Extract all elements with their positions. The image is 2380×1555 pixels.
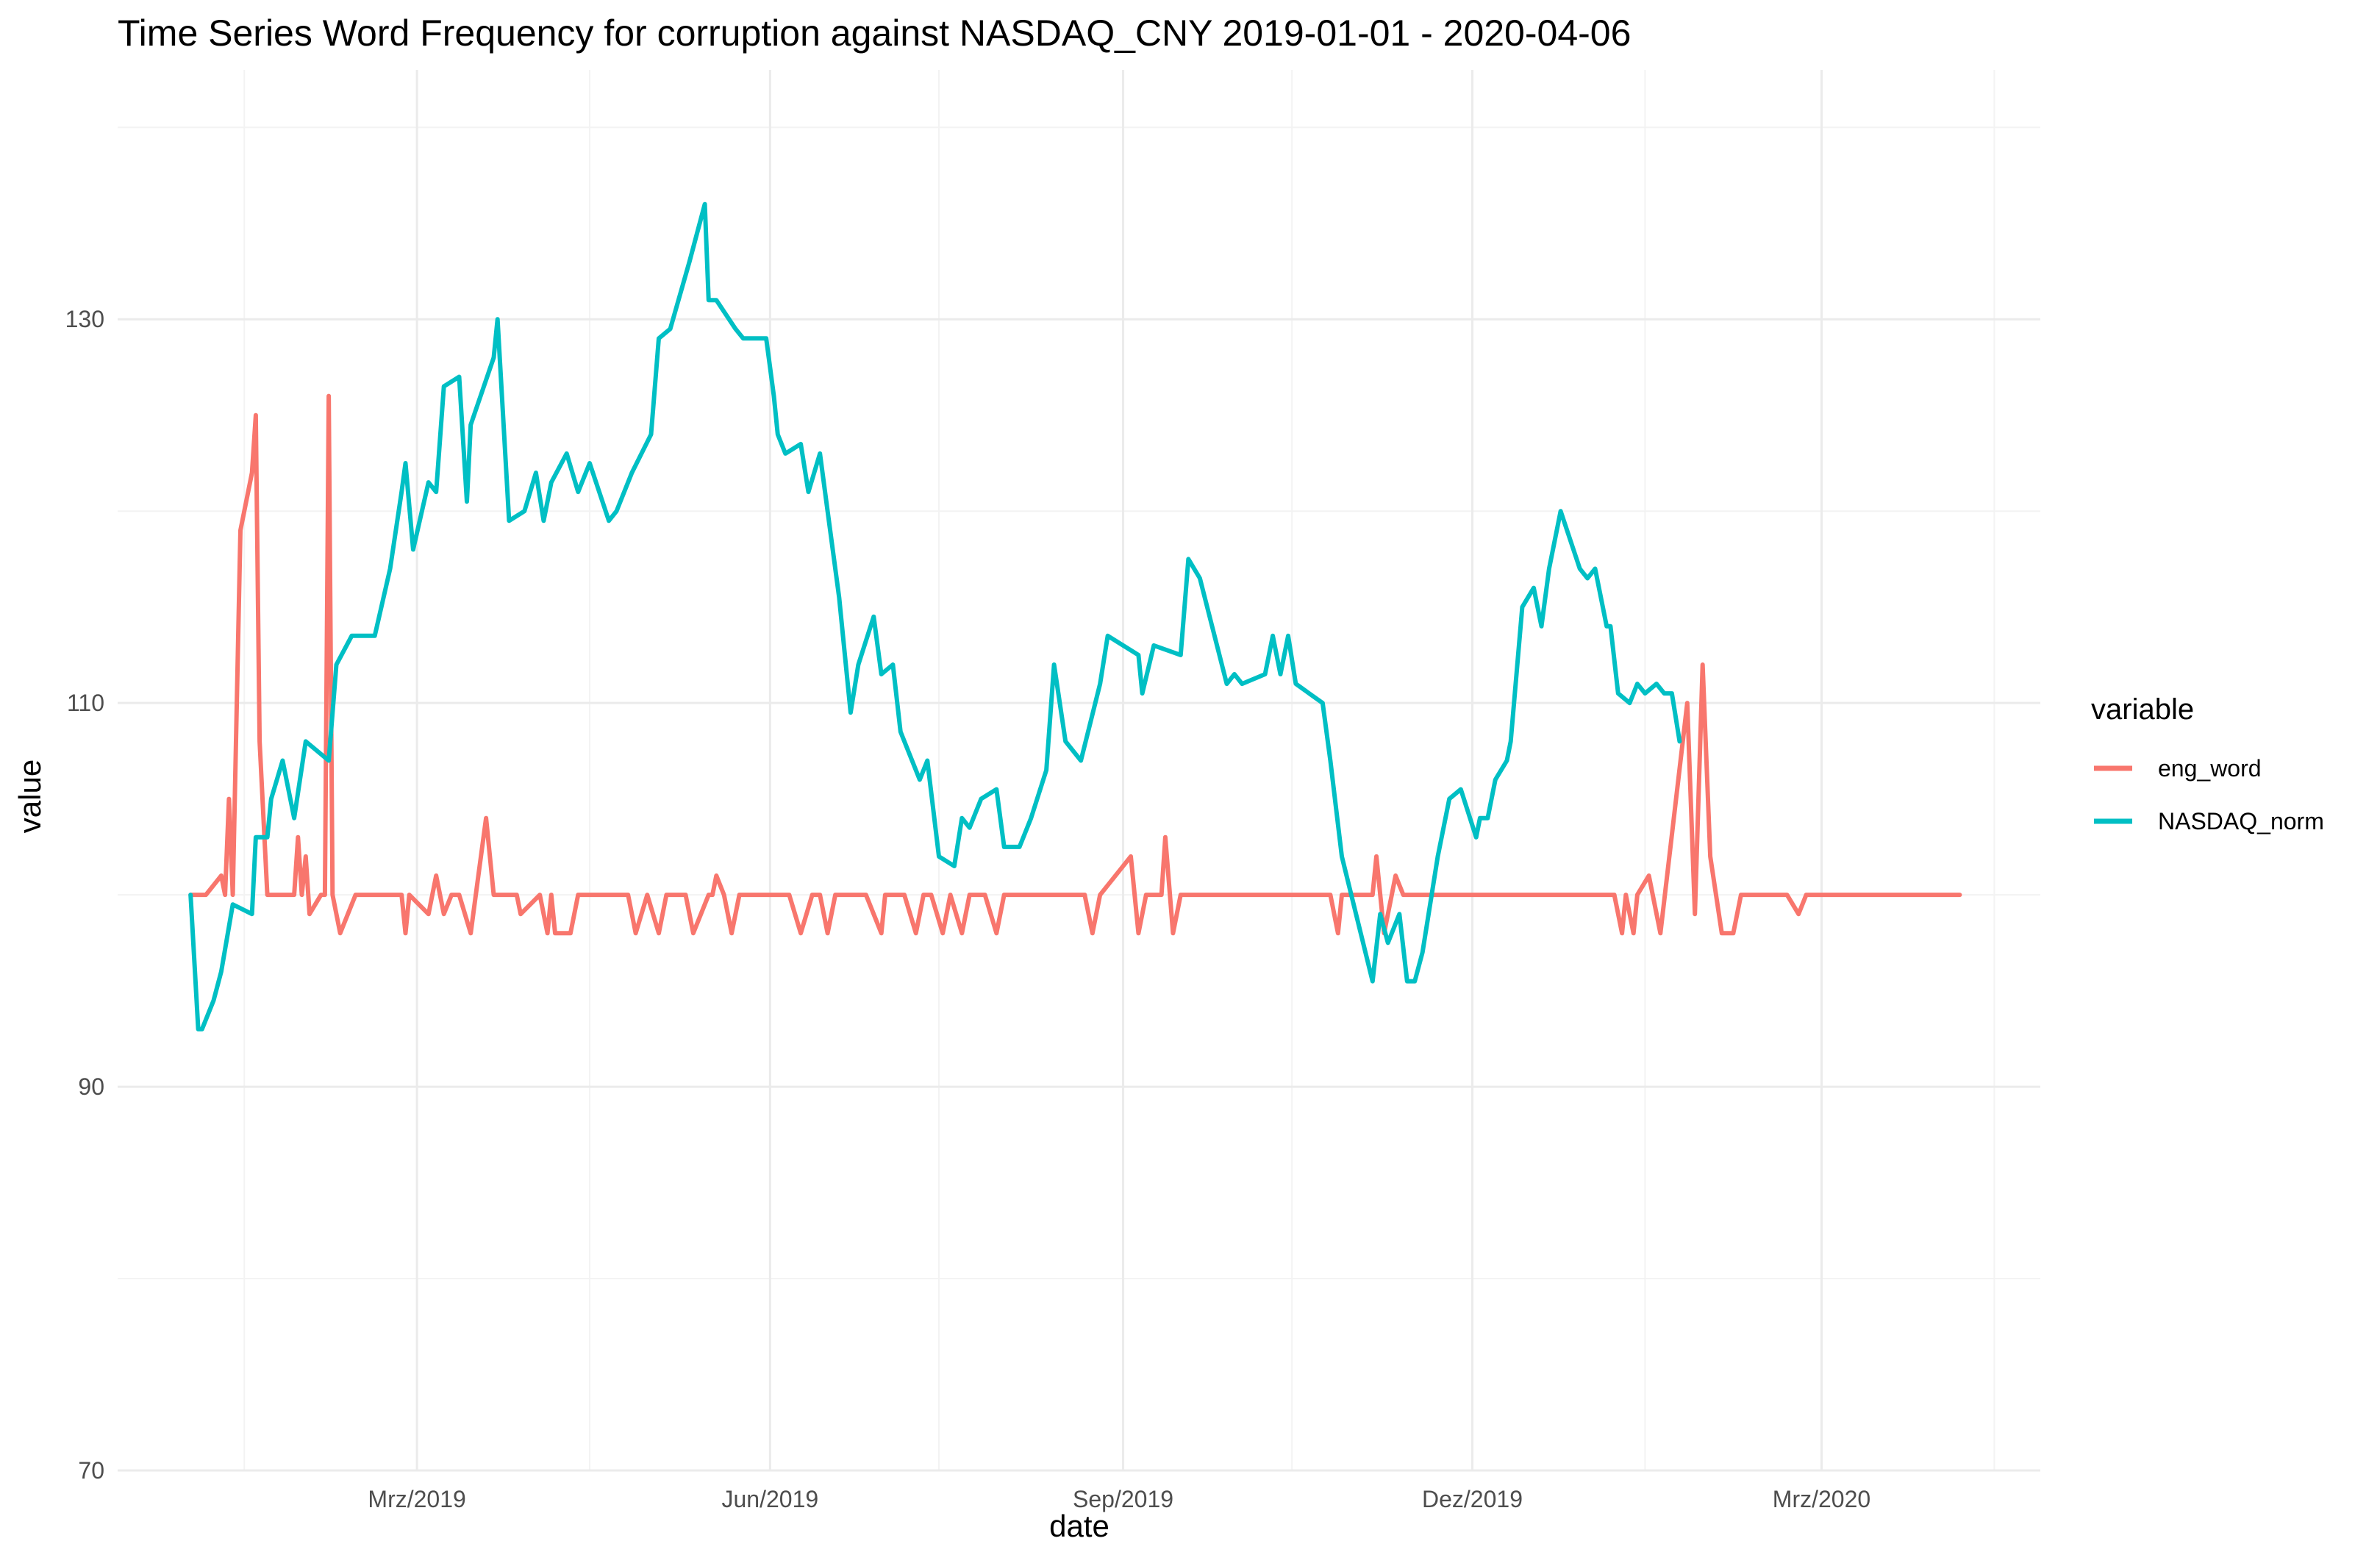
legend: variable eng_word NASDAQ_norm: [2091, 693, 2324, 834]
series-line-nasdaq-norm: [188, 201, 1682, 1032]
legend-title: variable: [2091, 693, 2194, 726]
chart-title: Time Series Word Frequency for corruptio…: [118, 12, 1631, 54]
x-tick-label: Mrz/2019: [368, 1486, 465, 1512]
y-axis-title: value: [12, 759, 47, 833]
y-tick-label: 110: [67, 690, 104, 716]
legend-label: NASDAQ_norm: [2158, 808, 2324, 834]
x-tick-label: Dez/2019: [1422, 1486, 1523, 1512]
grid-major-lines: [118, 70, 2040, 1472]
x-axis-ticks: Mrz/2019 Jun/2019 Sep/2019 Dez/2019 Mrz/2020: [368, 1486, 1870, 1512]
legend-items: eng_word NASDAQ_norm: [2094, 755, 2324, 834]
series-line-eng-word: [188, 393, 1962, 936]
x-tick-label: Sep/2019: [1073, 1486, 1173, 1512]
y-tick-label: 90: [78, 1073, 104, 1100]
x-axis-title: date: [1049, 1509, 1109, 1543]
x-tick-label: Jun/2019: [721, 1486, 818, 1512]
grid-minor-lines: [118, 70, 2040, 1470]
legend-label: eng_word: [2158, 755, 2262, 782]
x-tick-label: Mrz/2020: [1773, 1486, 1870, 1512]
y-tick-label: 130: [65, 306, 104, 332]
y-axis-ticks: 70 90 110 130: [65, 306, 104, 1484]
y-tick-label: 70: [78, 1457, 104, 1484]
series-layer: [188, 201, 1962, 1032]
